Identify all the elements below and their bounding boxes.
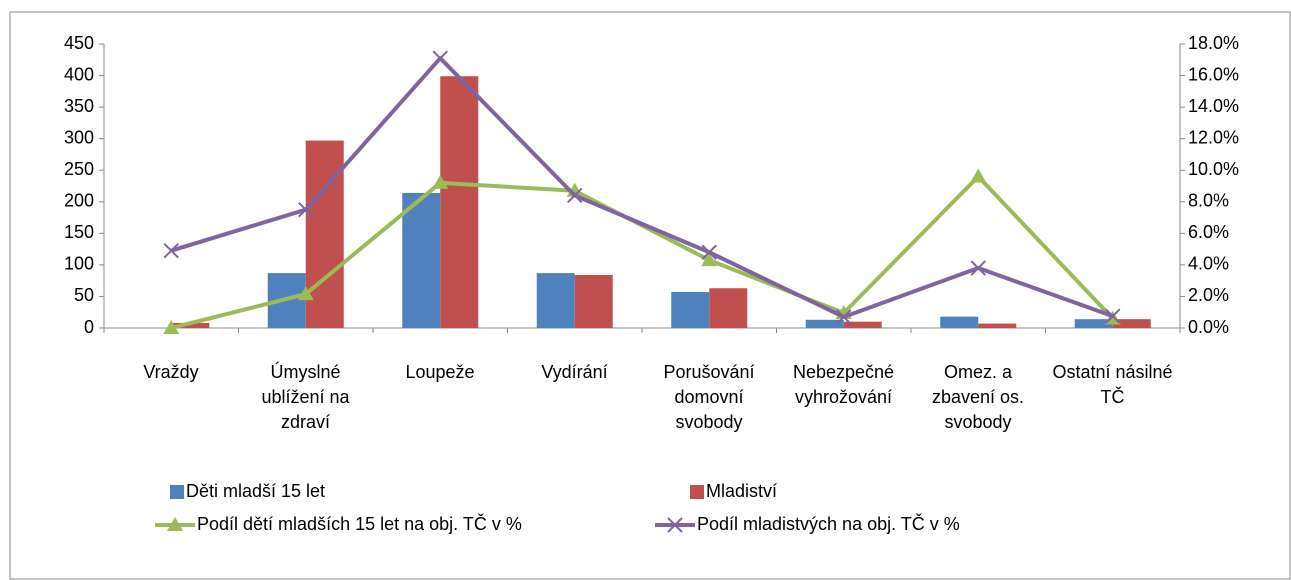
bar — [709, 288, 748, 328]
x-tick-label: Ostatní násilné TČ — [1052, 362, 1173, 407]
bar — [1112, 319, 1151, 328]
bar — [171, 322, 210, 328]
y-tick-label: 150 — [64, 222, 94, 242]
marker — [836, 309, 852, 325]
x-tick-label: Úmyslné ublížení na zdraví — [261, 362, 350, 432]
x-tick-label: Porušování domovní svobody — [663, 362, 755, 432]
x-tick-label: Vydírání — [541, 362, 608, 382]
y2-tick-label: 2.0% — [1188, 285, 1229, 305]
x-tick-label: Loupeže — [405, 362, 475, 382]
y-tick-label: 400 — [64, 64, 94, 84]
y2-tick-label: 16.0% — [1188, 64, 1239, 84]
y-tick-label: 0 — [84, 317, 94, 337]
marker — [701, 252, 718, 267]
y2-tick-label: 14.0% — [1188, 96, 1239, 116]
bar — [805, 319, 844, 328]
legend-label: Děti mladší 15 let — [186, 481, 325, 501]
marker — [432, 50, 448, 66]
line — [170, 56, 1114, 319]
y2-tick-label: 4.0% — [1188, 254, 1229, 274]
y-tick-label: 250 — [64, 159, 94, 179]
legend-label: Podíl mladistvých na obj. TČ v % — [697, 513, 960, 534]
y-tick-label: 450 — [64, 33, 94, 53]
marker — [970, 260, 986, 276]
bar — [574, 274, 613, 328]
marker — [163, 242, 179, 259]
legend-marker — [167, 517, 183, 531]
bar — [536, 273, 575, 328]
y-tick-label: 100 — [64, 254, 94, 274]
marker — [567, 187, 583, 204]
y2-tick-label: 0.0% — [1188, 317, 1229, 337]
bar — [1074, 319, 1113, 328]
y2-tick-label: 10.0% — [1188, 159, 1239, 179]
marker — [298, 201, 314, 218]
marker — [432, 174, 449, 189]
legend-label: Mladiství — [706, 481, 777, 501]
bar — [978, 323, 1017, 328]
bar — [402, 192, 441, 328]
x-tick-label: Omez. a zbavení os. svobody — [931, 362, 1025, 432]
marker — [297, 286, 314, 301]
legend-swatch — [690, 485, 704, 499]
y2-tick-label: 18.0% — [1188, 33, 1239, 53]
bar — [440, 76, 479, 328]
y2-tick-label: 12.0% — [1188, 127, 1239, 147]
marker — [970, 168, 987, 183]
y2-tick-label: 6.0% — [1188, 222, 1229, 242]
y-tick-label: 350 — [64, 96, 94, 116]
legend-swatch — [170, 485, 184, 499]
y2-tick-label: 8.0% — [1188, 191, 1229, 211]
bar — [940, 316, 979, 328]
y-tick-label: 200 — [64, 191, 94, 211]
legend-marker — [667, 517, 683, 533]
marker — [163, 320, 180, 334]
y-tick-label: 50 — [74, 285, 94, 305]
chart-border — [9, 11, 1291, 580]
x-tick-label: Vraždy — [143, 362, 199, 382]
y-tick-label: 300 — [64, 127, 94, 147]
marker — [1105, 308, 1121, 324]
legend-label: Podíl dětí mladších 15 let na obj. TČ v … — [197, 513, 522, 534]
bar — [843, 321, 882, 328]
x-tick-label: Nebezpečné vyhrožování — [792, 362, 895, 407]
bar — [671, 292, 710, 328]
marker — [701, 244, 717, 260]
